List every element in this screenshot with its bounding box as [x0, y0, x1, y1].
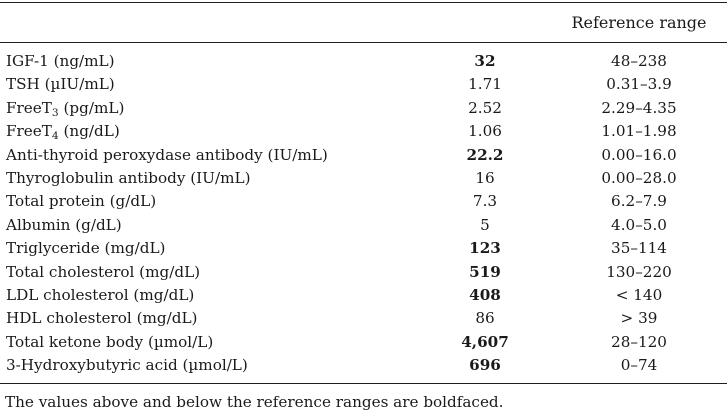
row-value: 696 — [469, 356, 501, 375]
row-label: Triglyceride (mg/dL) — [6, 239, 166, 258]
row-reference: 0.00–28.0 — [601, 168, 677, 187]
table-row: Triglyceride (mg/dL) 123 35–114 — [0, 237, 727, 260]
table-row: HDL cholesterol (mg/dL) 86 > 39 — [0, 307, 727, 330]
row-value: 1.71 — [468, 75, 502, 94]
table-row: Total cholesterol (mg/dL) 519 130–220 — [0, 261, 727, 284]
row-reference: < 140 — [615, 285, 663, 304]
table-row: LDL cholesterol (mg/dL) 408 < 140 — [0, 284, 727, 307]
table-top-rule — [0, 2, 727, 3]
row-value: 22.2 — [466, 145, 504, 164]
table-bottom-rule — [0, 383, 727, 384]
row-label: Thyroglobulin antibody (IU/mL) — [6, 168, 251, 187]
row-value: 7.3 — [472, 192, 498, 211]
table-row: IGF-1 (ng/mL) 32 48–238 — [0, 50, 727, 73]
row-value: 5 — [480, 215, 490, 234]
row-reference: 4.0–5.0 — [611, 215, 667, 234]
row-reference: 0.00–16.0 — [601, 145, 677, 164]
row-reference: 28–120 — [611, 332, 667, 351]
table-row: FreeT3 (pg/mL) 2.52 2.29–4.35 — [0, 97, 727, 120]
table-header-rule — [0, 42, 727, 43]
row-label: Albumin (g/dL) — [6, 215, 122, 234]
row-value: 2.52 — [468, 98, 502, 117]
table-row: 3-Hydroxybutyric acid (µmol/L) 696 0–74 — [0, 354, 727, 377]
table-row: Total ketone body (µmol/L) 4,607 28–120 — [0, 331, 727, 354]
reference-range-header: Reference range — [571, 13, 707, 32]
row-reference: 35–114 — [611, 239, 667, 258]
table-row: Thyroglobulin antibody (IU/mL) 16 0.00–2… — [0, 167, 727, 190]
row-label: Total ketone body (µmol/L) — [6, 332, 214, 351]
row-value: 1.06 — [468, 122, 502, 141]
row-value: 519 — [469, 262, 501, 281]
table-row: Anti-thyroid peroxydase antibody (IU/mL)… — [0, 144, 727, 167]
row-label: Anti-thyroid peroxydase antibody (IU/mL) — [6, 145, 328, 164]
row-label: IGF-1 (ng/mL) — [6, 52, 115, 70]
row-reference: 0–74 — [620, 356, 658, 375]
row-reference: 0.31–3.9 — [606, 75, 672, 94]
row-reference: > 39 — [620, 309, 658, 328]
table-row: TSH (µIU/mL) 1.71 0.31–3.9 — [0, 73, 727, 96]
row-label: TSH (µIU/mL) — [6, 75, 115, 94]
row-label: Total protein (g/dL) — [6, 192, 157, 211]
row-value: 123 — [469, 239, 501, 258]
row-label: HDL cholesterol (mg/dL) — [6, 309, 198, 328]
row-value: 4,607 — [461, 332, 509, 351]
row-label: FreeT3 (pg/mL) — [6, 98, 125, 119]
row-reference: 48–238 — [611, 52, 667, 70]
row-reference: 130–220 — [606, 262, 672, 281]
row-value: 86 — [475, 309, 495, 328]
table-row: FreeT4 (ng/dL) 1.06 1.01–1.98 — [0, 120, 727, 143]
row-label: 3-Hydroxybutyric acid (µmol/L) — [6, 356, 248, 375]
row-value: 32 — [474, 52, 496, 70]
row-value: 16 — [475, 168, 495, 187]
table-row: Albumin (g/dL) 5 4.0–5.0 — [0, 214, 727, 237]
table-footnote: The values above and below the reference… — [5, 393, 504, 411]
row-label: LDL cholesterol (mg/dL) — [6, 285, 195, 304]
row-label: FreeT4 (ng/dL) — [6, 122, 120, 143]
row-reference: 2.29–4.35 — [601, 98, 677, 117]
table-body: IGF-1 (ng/mL) 32 48–238 TSH (µIU/mL) 1.7… — [0, 50, 727, 377]
row-reference: 1.01–1.98 — [601, 122, 677, 141]
row-reference: 6.2–7.9 — [611, 192, 667, 211]
row-value: 408 — [469, 285, 501, 304]
table-row: Total protein (g/dL) 7.3 6.2–7.9 — [0, 190, 727, 213]
row-label: Total cholesterol (mg/dL) — [6, 262, 201, 281]
